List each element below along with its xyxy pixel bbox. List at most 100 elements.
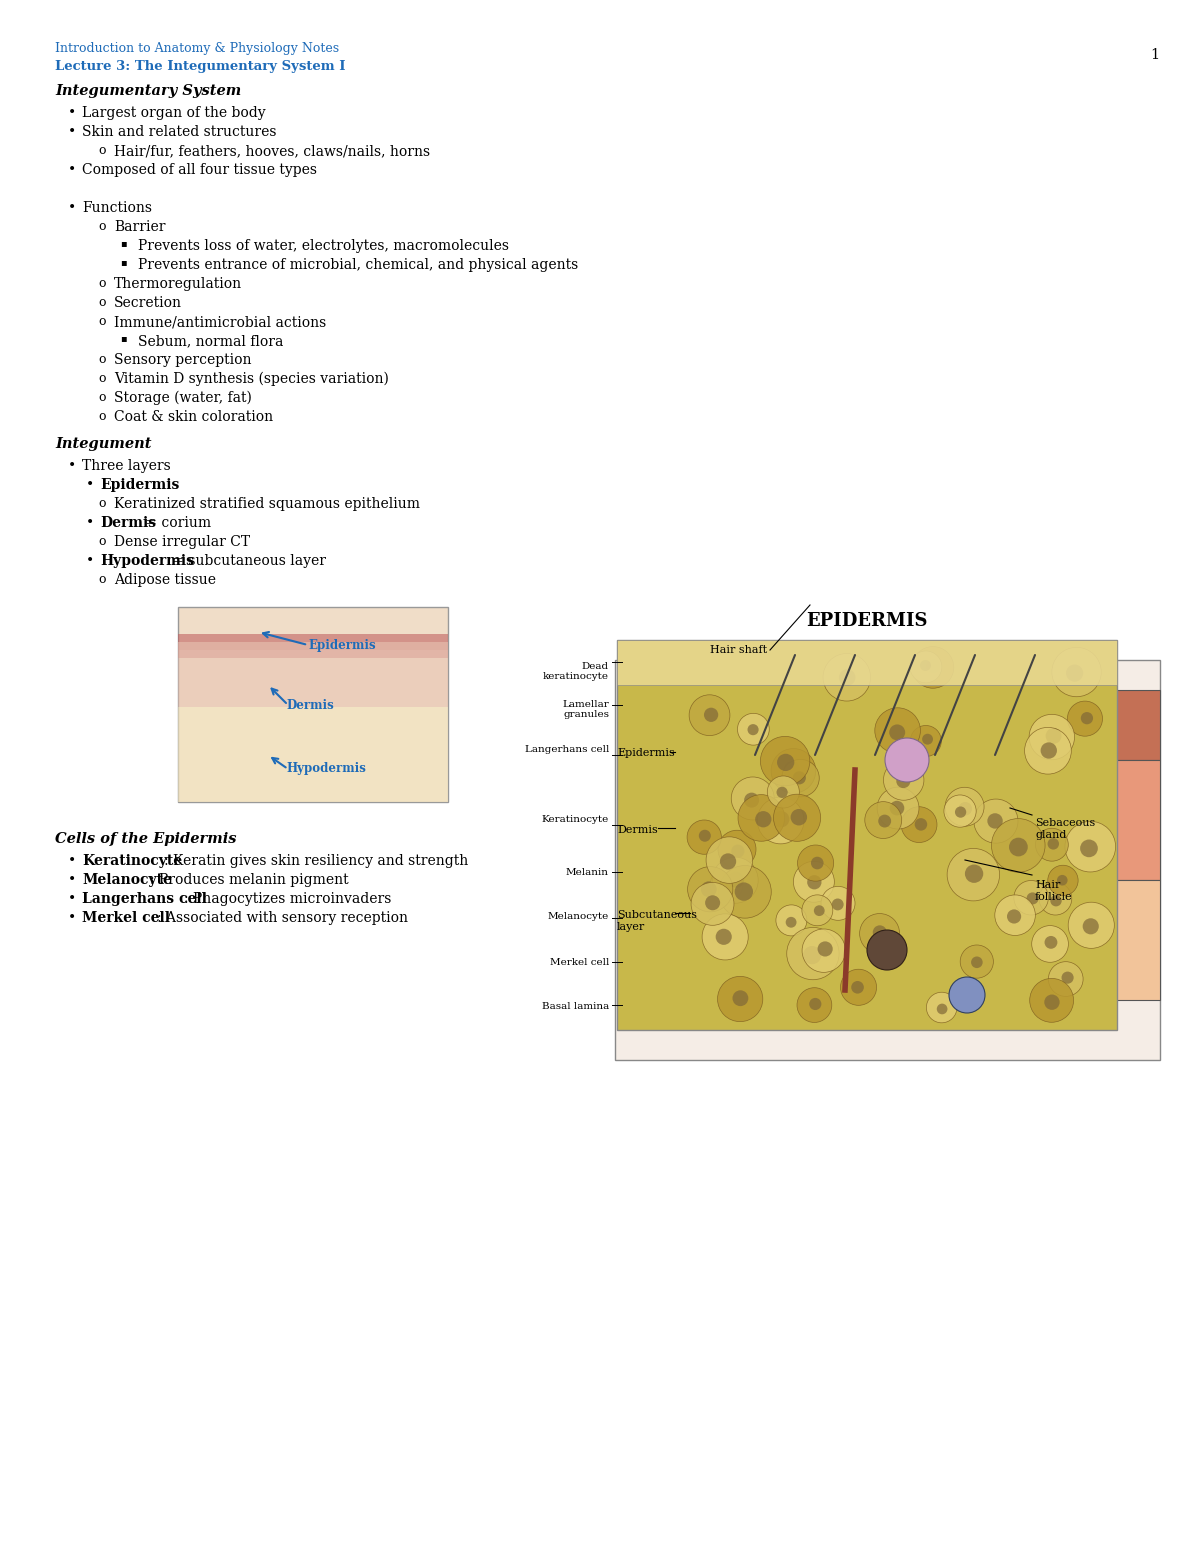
Circle shape: [738, 713, 769, 745]
Circle shape: [1066, 665, 1084, 682]
Text: Skin and related structures: Skin and related structures: [82, 124, 276, 140]
Circle shape: [718, 831, 756, 868]
Circle shape: [926, 658, 941, 674]
Text: Sensory perception: Sensory perception: [114, 353, 252, 367]
Text: EPIDERMIS: EPIDERMIS: [806, 612, 928, 631]
Text: Integumentary System: Integumentary System: [55, 84, 241, 98]
Circle shape: [761, 736, 810, 786]
Circle shape: [701, 882, 716, 898]
Circle shape: [839, 669, 856, 686]
Bar: [674, 690, 1160, 759]
Circle shape: [798, 845, 834, 881]
Text: Immune/antimicrobial actions: Immune/antimicrobial actions: [114, 315, 326, 329]
Circle shape: [1045, 728, 1062, 744]
Text: Dense irregular CT: Dense irregular CT: [114, 534, 250, 550]
Circle shape: [712, 857, 758, 904]
Circle shape: [781, 759, 820, 797]
Circle shape: [1032, 926, 1068, 963]
Circle shape: [755, 811, 772, 828]
Circle shape: [1064, 822, 1116, 871]
Circle shape: [748, 724, 758, 735]
Circle shape: [872, 926, 887, 940]
Circle shape: [889, 801, 905, 815]
Circle shape: [808, 874, 822, 890]
Circle shape: [1057, 874, 1068, 885]
Text: •: •: [68, 124, 77, 140]
Circle shape: [803, 946, 821, 964]
Circle shape: [767, 776, 799, 808]
Circle shape: [774, 794, 821, 842]
Circle shape: [1081, 711, 1093, 724]
Circle shape: [1044, 936, 1057, 949]
Circle shape: [971, 957, 983, 968]
Circle shape: [738, 795, 785, 842]
Text: ▪: ▪: [120, 258, 127, 267]
Circle shape: [814, 905, 824, 916]
Text: Keratinized stratified squamous epithelium: Keratinized stratified squamous epitheli…: [114, 497, 420, 511]
Text: Largest organ of the body: Largest organ of the body: [82, 106, 265, 120]
Circle shape: [786, 916, 797, 927]
Bar: [617, 640, 1117, 1030]
Circle shape: [793, 862, 834, 902]
Circle shape: [1030, 714, 1074, 759]
Circle shape: [720, 853, 736, 870]
Circle shape: [851, 981, 864, 994]
Text: : Associated with sensory reception: : Associated with sensory reception: [157, 912, 408, 926]
Text: o: o: [98, 373, 106, 385]
Bar: [178, 641, 448, 707]
Circle shape: [1040, 742, 1057, 759]
Text: •: •: [68, 460, 77, 474]
Circle shape: [1030, 978, 1074, 1022]
Circle shape: [896, 773, 911, 787]
Text: •: •: [86, 516, 95, 530]
Circle shape: [702, 913, 749, 960]
Ellipse shape: [974, 815, 1034, 856]
Text: o: o: [98, 391, 106, 404]
Circle shape: [959, 801, 972, 815]
Text: o: o: [98, 534, 106, 548]
Text: Melanocyte: Melanocyte: [82, 873, 172, 887]
Circle shape: [944, 795, 976, 828]
Circle shape: [1082, 918, 1099, 935]
Text: Merkel cell: Merkel cell: [82, 912, 170, 926]
Circle shape: [1052, 648, 1102, 697]
Text: Hypodermis: Hypodermis: [286, 763, 366, 775]
Circle shape: [937, 1003, 948, 1014]
Text: Integument: Integument: [55, 436, 151, 450]
Circle shape: [1009, 837, 1027, 856]
Circle shape: [773, 811, 790, 828]
Text: Melanin: Melanin: [566, 868, 610, 877]
Circle shape: [840, 969, 876, 1005]
Circle shape: [784, 761, 799, 776]
Circle shape: [1050, 895, 1062, 907]
Text: •: •: [68, 200, 77, 214]
Circle shape: [698, 829, 710, 842]
Circle shape: [821, 887, 856, 921]
Circle shape: [965, 865, 983, 884]
Text: o: o: [98, 276, 106, 290]
Text: •: •: [68, 891, 77, 905]
Circle shape: [1039, 882, 1072, 915]
Circle shape: [757, 797, 804, 843]
Circle shape: [802, 929, 846, 972]
Circle shape: [772, 749, 816, 794]
Circle shape: [1048, 839, 1060, 849]
Text: Basal lamina: Basal lamina: [541, 1002, 610, 1011]
Circle shape: [706, 837, 752, 884]
Text: Coat & skin coloration: Coat & skin coloration: [114, 410, 274, 424]
Circle shape: [883, 759, 924, 800]
Circle shape: [946, 787, 984, 826]
Circle shape: [731, 845, 744, 857]
Circle shape: [1044, 994, 1060, 1009]
Text: Langerhans cell: Langerhans cell: [82, 891, 206, 905]
Text: o: o: [98, 297, 106, 309]
Circle shape: [1068, 700, 1103, 736]
Circle shape: [691, 882, 734, 926]
Text: •: •: [68, 854, 77, 868]
FancyBboxPatch shape: [616, 660, 1160, 1061]
Text: o: o: [98, 144, 106, 157]
Circle shape: [1026, 893, 1038, 904]
Circle shape: [1049, 961, 1084, 997]
Text: = subcutaneous layer: = subcutaneous layer: [168, 554, 326, 568]
Circle shape: [817, 941, 833, 957]
